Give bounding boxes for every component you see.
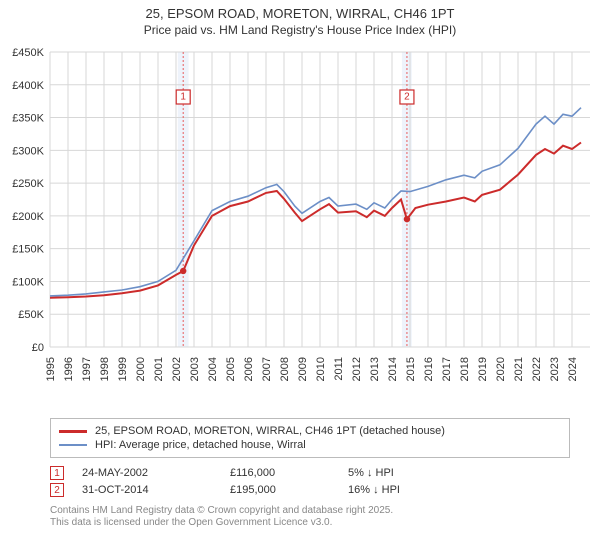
svg-text:£350K: £350K <box>12 113 44 125</box>
svg-text:2016: 2016 <box>423 357 435 381</box>
svg-text:£450K: £450K <box>12 47 44 59</box>
svg-text:1998: 1998 <box>99 357 111 381</box>
svg-text:£250K: £250K <box>12 179 44 191</box>
svg-text:2005: 2005 <box>225 357 237 381</box>
sale-delta-1: 5% ↓ HPI <box>348 467 468 479</box>
svg-text:1999: 1999 <box>117 357 129 381</box>
svg-text:2012: 2012 <box>351 357 363 381</box>
footnote: Contains HM Land Registry data © Crown c… <box>50 505 570 529</box>
svg-text:1995: 1995 <box>45 357 57 381</box>
svg-text:£50K: £50K <box>18 310 44 322</box>
legend-row-hpi: HPI: Average price, detached house, Wirr… <box>59 439 561 451</box>
sale-date-2: 31-OCT-2014 <box>82 484 212 496</box>
chart-container: 25, EPSOM ROAD, MORETON, WIRRAL, CH46 1P… <box>0 0 600 529</box>
svg-text:2008: 2008 <box>279 357 291 381</box>
svg-text:£400K: £400K <box>12 80 44 92</box>
svg-text:2023: 2023 <box>549 357 561 381</box>
svg-text:2003: 2003 <box>189 357 201 381</box>
legend-label-hpi: HPI: Average price, detached house, Wirr… <box>95 439 306 451</box>
svg-text:2014: 2014 <box>387 357 399 381</box>
sale-marker-1: 1 <box>50 466 64 480</box>
svg-text:1996: 1996 <box>63 357 75 381</box>
svg-text:£100K: £100K <box>12 277 44 289</box>
legend-label-property: 25, EPSOM ROAD, MORETON, WIRRAL, CH46 1P… <box>95 425 445 437</box>
swatch-red <box>59 430 87 433</box>
svg-text:2000: 2000 <box>135 357 147 381</box>
footnote-line2: This data is licensed under the Open Gov… <box>50 517 570 529</box>
legend-row-property: 25, EPSOM ROAD, MORETON, WIRRAL, CH46 1P… <box>59 425 561 437</box>
sale-marker-2: 2 <box>50 483 64 497</box>
svg-text:2017: 2017 <box>441 357 453 381</box>
svg-text:2: 2 <box>404 92 410 103</box>
title-line1: 25, EPSOM ROAD, MORETON, WIRRAL, CH46 1P… <box>10 6 590 23</box>
sale-delta-2: 16% ↓ HPI <box>348 484 468 496</box>
svg-text:2001: 2001 <box>153 357 165 381</box>
svg-text:2004: 2004 <box>207 357 219 381</box>
svg-text:£150K: £150K <box>12 244 44 256</box>
footnote-line1: Contains HM Land Registry data © Crown c… <box>50 505 570 517</box>
svg-text:2006: 2006 <box>243 357 255 381</box>
svg-text:2024: 2024 <box>567 357 579 381</box>
svg-text:2020: 2020 <box>495 357 507 381</box>
legend-block: 25, EPSOM ROAD, MORETON, WIRRAL, CH46 1P… <box>50 418 570 529</box>
title-line2: Price paid vs. HM Land Registry's House … <box>10 23 590 39</box>
svg-text:2019: 2019 <box>477 357 489 381</box>
legend-series: 25, EPSOM ROAD, MORETON, WIRRAL, CH46 1P… <box>50 418 570 458</box>
svg-text:2011: 2011 <box>333 357 345 381</box>
svg-text:2013: 2013 <box>369 357 381 381</box>
sale-row: 1 24-MAY-2002 £116,000 5% ↓ HPI <box>50 466 570 480</box>
sale-price-2: £195,000 <box>230 484 330 496</box>
svg-text:2009: 2009 <box>297 357 309 381</box>
swatch-blue <box>59 444 87 446</box>
chart: £0 £50K £100K £150K £200K £250K £300K £350K £400… <box>0 42 600 412</box>
sale-row: 2 31-OCT-2014 £195,000 16% ↓ HPI <box>50 483 570 497</box>
svg-text:2007: 2007 <box>261 357 273 381</box>
svg-text:2002: 2002 <box>171 357 183 381</box>
sale-date-1: 24-MAY-2002 <box>82 467 212 479</box>
title-block: 25, EPSOM ROAD, MORETON, WIRRAL, CH46 1P… <box>0 0 600 42</box>
svg-text:£300K: £300K <box>12 146 44 158</box>
sale-price-1: £116,000 <box>230 467 330 479</box>
svg-text:2018: 2018 <box>459 357 471 381</box>
svg-text:2015: 2015 <box>405 357 417 381</box>
svg-text:1997: 1997 <box>81 357 93 381</box>
svg-text:£0: £0 <box>32 342 44 354</box>
svg-text:1: 1 <box>180 92 186 103</box>
svg-text:2021: 2021 <box>513 357 525 381</box>
svg-text:2010: 2010 <box>315 357 327 381</box>
chart-svg: £0 £50K £100K £150K £200K £250K £300K £350K £400… <box>0 42 600 412</box>
svg-text:2022: 2022 <box>531 357 543 381</box>
svg-text:£200K: £200K <box>12 211 44 223</box>
sale-table: 1 24-MAY-2002 £116,000 5% ↓ HPI 2 31-OCT… <box>50 466 570 497</box>
